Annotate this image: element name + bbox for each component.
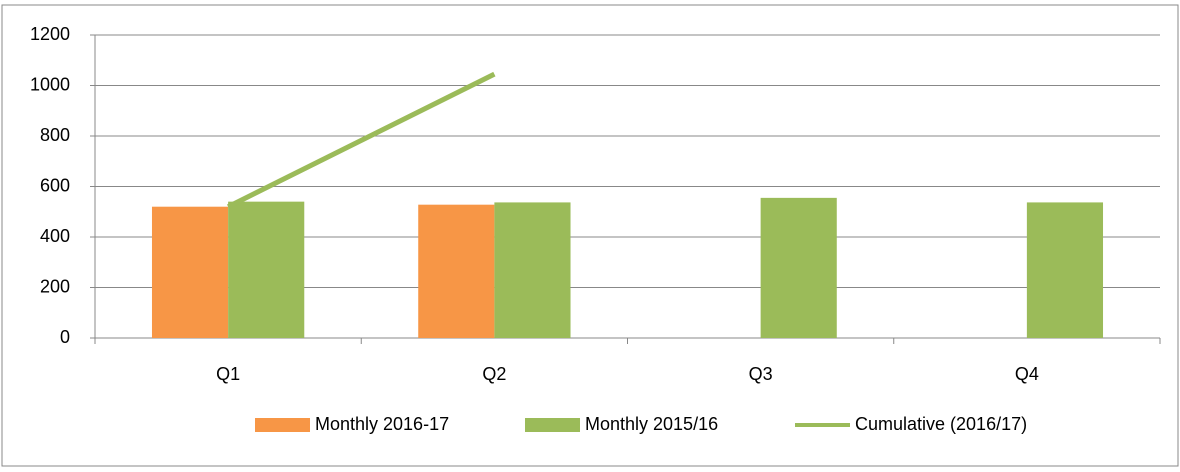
bar [1026, 202, 1104, 338]
x-tick-label: Q4 [1015, 364, 1039, 384]
y-tick-label: 400 [40, 226, 70, 246]
y-tick-label: 0 [60, 327, 70, 347]
legend-label: Monthly 2016-17 [315, 414, 449, 434]
bar [151, 206, 229, 338]
x-tick-label: Q3 [749, 364, 773, 384]
line [227, 71, 496, 209]
bar [494, 202, 571, 338]
x-tick-label: Q2 [482, 364, 506, 384]
y-tick-label: 1000 [30, 74, 70, 94]
legend-label: Cumulative (2016/17) [855, 414, 1027, 434]
legend-label: Monthly 2015/16 [585, 414, 718, 434]
y-tick-label: 600 [40, 175, 70, 195]
y-tick-label: 800 [40, 125, 70, 145]
x-tick-label: Q1 [216, 364, 240, 384]
bar [418, 204, 495, 338]
y-tick-label: 200 [40, 276, 70, 296]
y-tick-label: 1200 [30, 24, 70, 44]
legend-swatch [525, 418, 580, 432]
legend-swatch [255, 418, 310, 432]
bar [228, 201, 305, 338]
bar [760, 197, 837, 338]
